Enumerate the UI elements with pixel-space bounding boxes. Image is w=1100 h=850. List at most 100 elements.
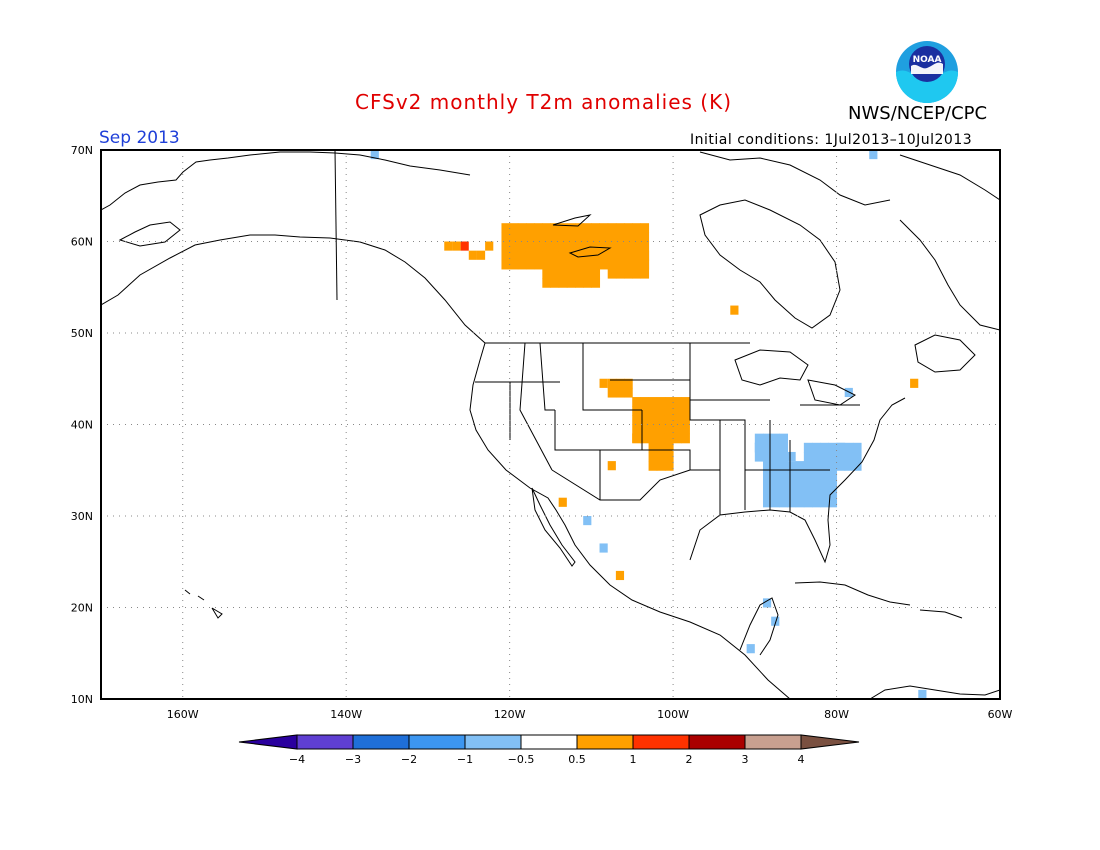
anomaly-cell [566,223,576,233]
anomaly-cell [624,259,633,270]
anomaly-cell [664,415,674,425]
anomaly-cell [542,259,551,270]
anomaly-cell [664,451,674,462]
anomaly-cell [681,406,690,416]
anomaly-cell [583,259,592,270]
anomaly-cell [558,223,568,233]
anomaly-cell [607,461,616,471]
anomaly-cell [918,689,927,699]
anomaly-cell [542,268,551,279]
anomaly-cell [648,397,658,407]
colorbar-high-arrow [800,734,860,750]
anomaly-cell [779,451,789,462]
anomaly-cell [534,259,543,270]
anomaly-cell [566,259,576,270]
anomaly-cell [828,479,838,490]
anomaly-cell [673,433,682,444]
anomaly-cell [534,223,543,233]
anomaly-cell [812,470,821,480]
anomaly-cell [583,223,592,233]
anomaly-cell [640,259,650,270]
colorbar-tick-label: −2 [401,753,417,766]
anomaly-cell [640,433,650,444]
lat-tick-label: 40N [71,419,93,432]
anomaly-cell [558,241,568,252]
anomaly-cell [795,497,805,508]
anomaly-cell [583,232,592,242]
anomaly-cell [558,278,568,288]
anomaly-cell [452,241,461,251]
anomaly-cell [591,278,601,288]
anomaly-cell [566,268,576,279]
anomaly-cell [779,433,789,444]
anomaly-cell [803,488,813,499]
anomaly-cell [648,461,658,471]
anomaly-cell [852,442,862,453]
anomaly-cell [771,442,780,453]
anomaly-cell [820,451,829,462]
anomaly-cell [656,451,666,462]
anomaly-cell [640,232,650,242]
anomaly-cell [803,451,813,462]
anomaly-cell [828,470,838,480]
anomaly-cell [525,223,535,233]
anomaly-cell [812,479,821,490]
anomaly-cell [787,479,797,490]
anomaly-cell [615,241,625,252]
anomaly-cell [525,250,535,261]
anomaly-cell [754,451,764,462]
anomaly-cell [812,497,821,508]
lon-tick-label: 60W [988,708,1013,721]
colorbar-tick-label: −1 [457,753,473,766]
anomaly-cell [632,268,641,279]
anomaly-cell [664,397,674,407]
anomaly-cell [599,259,609,270]
anomaly-cell [664,442,674,453]
anomaly-cell [575,232,584,242]
anomaly-cell [550,268,560,279]
anomaly-cell [624,232,633,242]
anomaly-cell [599,543,608,553]
anomaly-cell [844,451,854,462]
anomaly-cell [607,232,617,242]
anomaly-cell [828,497,838,508]
anomaly-cell [525,232,535,242]
anomaly-cell [795,461,805,471]
anomaly-cell [820,479,829,490]
anomaly-cell [803,470,813,480]
anomaly-cell [550,278,560,288]
anomaly-cell [542,241,551,252]
anomaly-cell [599,223,609,233]
anomaly-cell [746,644,755,654]
anomaly-cell [624,241,633,252]
anomaly-cell [501,241,511,252]
anomaly-cell [656,424,666,435]
anomaly-cell [640,397,650,407]
anomaly-cell [844,387,853,398]
anomaly-cell [444,241,453,251]
anomaly-cell [525,259,535,270]
anomaly-cell [648,433,658,444]
anomaly-cell [632,424,641,435]
anomaly-cell [509,223,519,233]
anomaly-cell [754,433,764,444]
anomaly-cell [566,241,576,252]
anomaly-cell [812,488,821,499]
anomaly-cell [583,268,592,279]
anomaly-cell [820,461,829,471]
anomaly-cell [558,250,568,261]
anomaly-cell [517,232,527,242]
anomaly-cell [656,406,666,416]
anomaly-cell [591,259,601,270]
colorbar-swatch [296,734,354,750]
anomaly-cell [762,488,772,499]
map-title: CFSv2 monthly T2m anomalies (K) [355,90,732,114]
anomaly-cell [762,442,772,453]
anomaly-cell [575,241,584,252]
anomaly-cell [828,442,838,453]
anomaly-cell [779,461,789,471]
anomaly-cell [517,223,527,233]
anomaly-cell [607,223,617,233]
anomaly-cell [640,415,650,425]
map-frame [100,149,1001,700]
